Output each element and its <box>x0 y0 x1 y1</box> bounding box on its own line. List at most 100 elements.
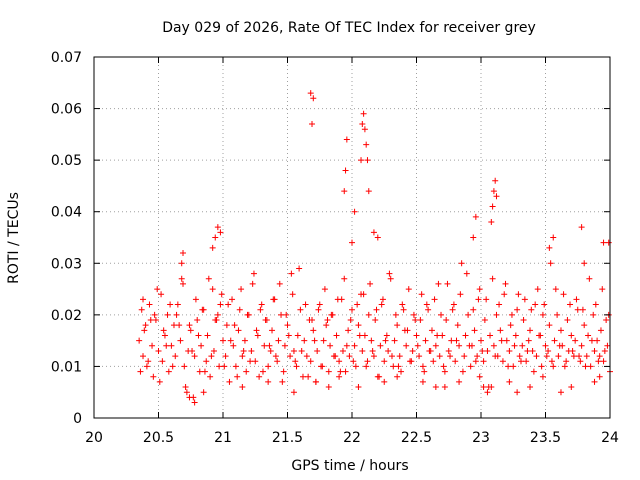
data-point <box>272 353 279 360</box>
data-point <box>201 368 208 375</box>
data-point <box>315 306 322 313</box>
y-tick-label: 0.06 <box>51 102 82 118</box>
data-point <box>292 358 299 365</box>
data-point <box>461 353 468 360</box>
data-point <box>382 337 389 344</box>
data-point <box>527 327 534 334</box>
data-point <box>374 234 381 241</box>
data-point <box>403 342 410 349</box>
data-point <box>564 317 571 324</box>
data-point <box>343 342 350 349</box>
data-point <box>151 311 158 318</box>
data-point <box>453 337 460 344</box>
data-point <box>470 234 477 241</box>
data-point <box>550 234 557 241</box>
data-point <box>492 177 499 184</box>
data-point <box>257 306 264 313</box>
data-point <box>239 384 246 391</box>
data-point <box>507 322 514 329</box>
data-point <box>533 353 540 360</box>
data-point <box>514 306 521 313</box>
data-point <box>388 353 395 360</box>
data-point <box>450 301 457 308</box>
data-point <box>143 363 150 370</box>
data-point <box>265 378 272 385</box>
data-point <box>198 342 205 349</box>
data-point <box>416 353 423 360</box>
data-point <box>355 322 362 329</box>
data-point <box>530 368 537 375</box>
data-point <box>145 358 152 365</box>
data-point <box>226 378 233 385</box>
data-point <box>419 363 426 370</box>
data-point <box>225 301 232 308</box>
data-point <box>546 322 553 329</box>
data-point <box>327 342 334 349</box>
data-point <box>350 358 357 365</box>
data-point <box>539 311 546 318</box>
data-point <box>577 358 584 365</box>
data-point <box>514 389 521 396</box>
data-point <box>223 322 230 329</box>
data-point <box>524 347 531 354</box>
data-point <box>472 213 479 220</box>
data-point <box>601 347 608 354</box>
data-point <box>290 347 297 354</box>
x-tick-label: 23.5 <box>530 430 561 446</box>
data-point <box>351 208 358 215</box>
data-point <box>552 286 559 293</box>
data-point <box>183 389 190 396</box>
data-point <box>376 373 383 380</box>
data-point <box>596 373 603 380</box>
data-point <box>341 188 348 195</box>
data-point <box>347 317 354 324</box>
data-point <box>149 342 156 349</box>
data-point <box>521 296 528 303</box>
data-point <box>200 389 207 396</box>
data-point <box>181 363 188 370</box>
data-point <box>502 280 509 287</box>
data-point <box>333 332 340 339</box>
data-point <box>280 368 287 375</box>
data-point <box>367 280 374 287</box>
data-point <box>599 286 606 293</box>
data-point <box>310 95 317 102</box>
data-point <box>401 327 408 334</box>
data-point <box>399 301 406 308</box>
data-point <box>267 347 274 354</box>
data-point <box>170 322 177 329</box>
data-point <box>418 291 425 298</box>
data-point <box>195 332 202 339</box>
data-point <box>270 296 277 303</box>
data-point <box>543 353 550 360</box>
data-point <box>301 337 308 344</box>
data-point <box>459 368 466 375</box>
data-point <box>578 224 585 231</box>
data-point <box>432 384 439 391</box>
data-point <box>169 363 176 370</box>
y-tick-label: 0.04 <box>51 205 82 221</box>
data-point <box>425 306 432 313</box>
data-point <box>218 291 225 298</box>
data-point <box>278 311 285 318</box>
data-point <box>587 363 594 370</box>
data-point <box>590 311 597 318</box>
data-point <box>476 373 483 380</box>
y-axis-ticks: 0 0.01 0.02 0.03 0.04 0.05 0.06 0.07 <box>51 50 610 427</box>
data-point <box>586 275 593 282</box>
data-point <box>178 260 185 267</box>
data-point <box>274 358 281 365</box>
data-point <box>209 286 216 293</box>
data-point <box>287 353 294 360</box>
data-point <box>205 275 212 282</box>
data-point <box>484 389 491 396</box>
data-point <box>435 280 442 287</box>
data-point <box>364 358 371 365</box>
data-point <box>236 306 243 313</box>
data-point <box>547 260 554 267</box>
data-point <box>339 347 346 354</box>
data-point <box>352 363 359 370</box>
data-point <box>480 358 487 365</box>
data-point <box>238 286 245 293</box>
x-tick-label: 23 <box>472 430 490 446</box>
